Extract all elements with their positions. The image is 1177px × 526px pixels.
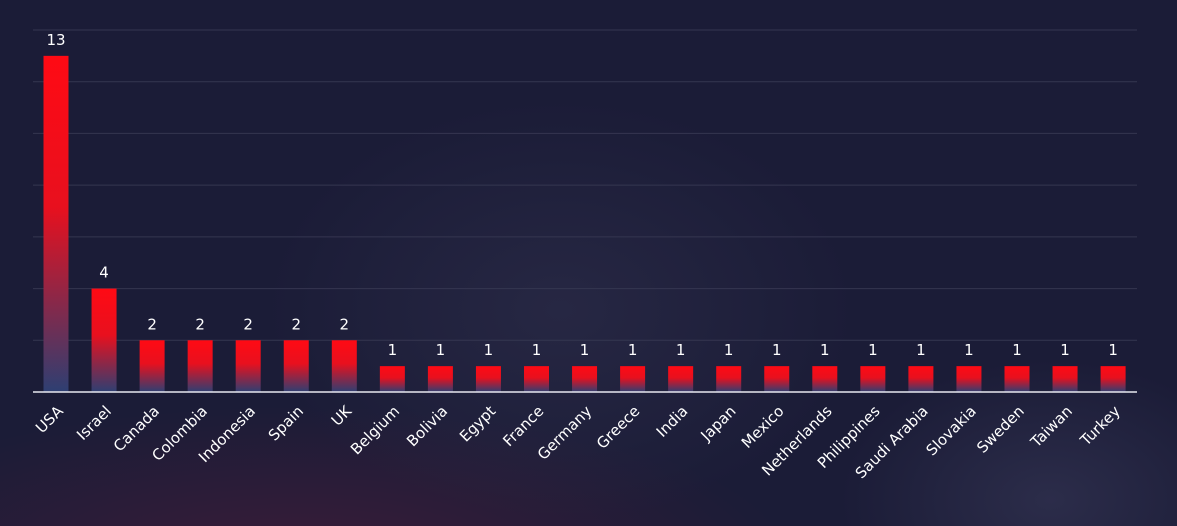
data-label: 1 [916, 341, 926, 359]
data-label: 1 [724, 341, 734, 359]
data-label: 2 [291, 315, 301, 333]
bar-colombia[interactable] [187, 340, 213, 392]
data-label: 1 [676, 341, 686, 359]
data-labels: 13 4 2 2 2 2 2 1 1 1 1 1 1 1 1 1 1 1 1 1 1 1 1 [46, 31, 1117, 359]
x-tick-label: Japan [697, 402, 740, 445]
grid-lines [33, 29, 1137, 341]
data-label: 1 [580, 341, 590, 359]
data-label: 1 [964, 341, 974, 359]
x-tick-label: UK [328, 401, 356, 429]
x-tick-label: Egypt [456, 402, 499, 445]
data-label: 1 [1012, 341, 1022, 359]
x-tick-label: Greece [593, 402, 643, 452]
x-tick-label: Israel [73, 402, 115, 444]
data-label: 1 [388, 341, 398, 359]
bar-spain[interactable] [283, 340, 309, 392]
data-label: 1 [484, 341, 494, 359]
bar-sweden[interactable] [1004, 366, 1030, 392]
data-label: 1 [436, 341, 446, 359]
x-tick-label: Taiwan [1026, 402, 1076, 452]
bar-netherlands[interactable] [812, 366, 838, 392]
data-label: 1 [820, 341, 830, 359]
bar-bolivia[interactable] [427, 366, 453, 392]
data-label: 1 [772, 341, 782, 359]
x-tick-label: USA [32, 402, 67, 437]
bar-belgium[interactable] [379, 366, 405, 392]
data-label: 2 [340, 315, 350, 333]
x-tick-label: France [499, 402, 547, 450]
x-tick-label: Bolivia [403, 402, 451, 450]
bar-mexico[interactable] [764, 366, 790, 392]
bar-usa[interactable] [43, 55, 69, 392]
bar-philippines[interactable] [860, 366, 886, 392]
bar-egypt[interactable] [475, 366, 501, 392]
bar-indonesia[interactable] [235, 340, 261, 392]
bar-turkey[interactable] [1100, 366, 1126, 392]
bar-germany[interactable] [572, 366, 598, 392]
x-tick-label: Turkey [1076, 402, 1124, 450]
bar-india[interactable] [668, 366, 694, 392]
bar-greece[interactable] [620, 366, 646, 392]
x-tick-label: Sweden [973, 402, 1028, 457]
data-label: 2 [147, 315, 157, 333]
x-tick-label: Slovakia [923, 402, 980, 459]
data-label: 1 [1108, 341, 1118, 359]
bar-canada[interactable] [139, 340, 165, 392]
data-label: 1 [868, 341, 878, 359]
bar-saudi-arabia[interactable] [908, 366, 934, 392]
data-label: 2 [195, 315, 205, 333]
bars [43, 55, 1126, 392]
x-tick-label: Belgium [347, 402, 403, 458]
data-label: 2 [243, 315, 253, 333]
bar-uk[interactable] [331, 340, 357, 392]
data-label: 1 [532, 341, 542, 359]
data-label: 13 [46, 31, 65, 49]
bar-france[interactable] [524, 366, 549, 392]
x-tick-label: Spain [265, 402, 307, 444]
x-tick-label: India [653, 402, 692, 441]
bar-taiwan[interactable] [1052, 366, 1078, 392]
data-label: 1 [1060, 341, 1070, 359]
bar-israel[interactable] [91, 288, 117, 392]
data-label: 4 [99, 264, 109, 282]
bar-japan[interactable] [716, 366, 742, 392]
bar-slovakia[interactable] [956, 366, 982, 392]
data-label: 1 [628, 341, 638, 359]
